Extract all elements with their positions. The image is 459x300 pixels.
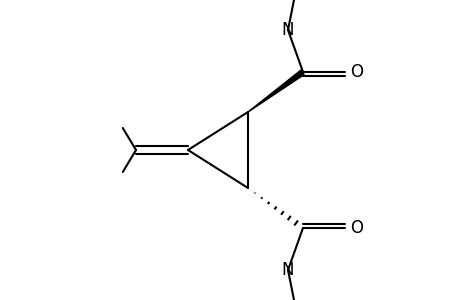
Text: N: N [281, 21, 294, 39]
Text: O: O [349, 219, 362, 237]
Text: O: O [349, 63, 362, 81]
Polygon shape [247, 69, 304, 112]
Text: N: N [281, 261, 294, 279]
